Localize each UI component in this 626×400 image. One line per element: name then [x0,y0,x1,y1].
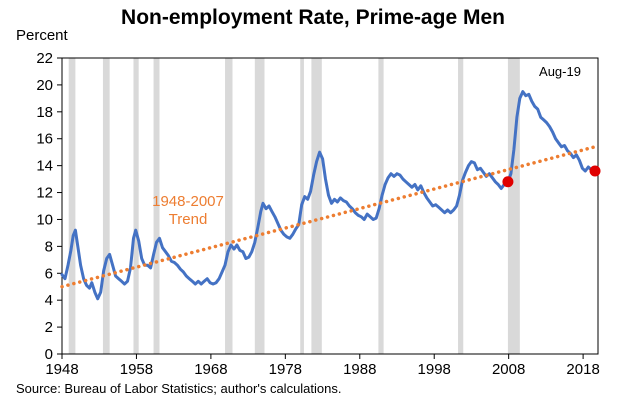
highlight-marker [502,176,514,188]
y-tick-label: 10 [36,211,53,228]
x-tick-label: 2008 [492,361,525,378]
x-tick-label: 2018 [566,361,599,378]
recession-band [102,58,110,354]
x-tick-label: 1958 [120,361,153,378]
x-tick-label: 1988 [343,361,376,378]
y-tick-label: 6 [45,265,53,282]
y-tick-label: 16 [36,131,53,148]
y-tick-label: 4 [45,292,53,309]
recession-band [254,58,265,354]
recession-band [68,58,76,354]
recession-band [507,58,520,354]
x-tick-label: 1968 [194,361,227,378]
recession-band [225,58,233,354]
x-tick-label: 1978 [269,361,302,378]
y-tick-label: 20 [36,77,53,94]
recession-band [153,58,160,354]
trend-line [60,145,597,289]
recession-band [133,58,139,354]
source-note: Source: Bureau of Labor Statistics; auth… [16,381,342,396]
y-axis-label: Percent [16,27,68,44]
chart-title: Non-employment Rate, Prime-age Men [121,6,505,29]
y-tick-label: 14 [36,158,53,175]
y-tick-label: 12 [36,185,53,202]
x-tick-label: 1998 [418,361,451,378]
corner-date-label: Aug-19 [539,64,581,79]
y-tick-label: 2 [45,319,53,336]
recession-band [458,58,464,354]
highlight-marker [589,165,601,177]
y-tick-label: 22 [36,50,53,67]
trend-label: 1948-2007 Trend [152,193,224,228]
y-tick-label: 8 [45,238,53,255]
y-tick-label: 0 [45,346,53,363]
y-tick-label: 18 [36,104,53,121]
x-tick-label: 1948 [45,361,78,378]
recession-band [311,58,322,354]
plot-frame [61,57,599,355]
